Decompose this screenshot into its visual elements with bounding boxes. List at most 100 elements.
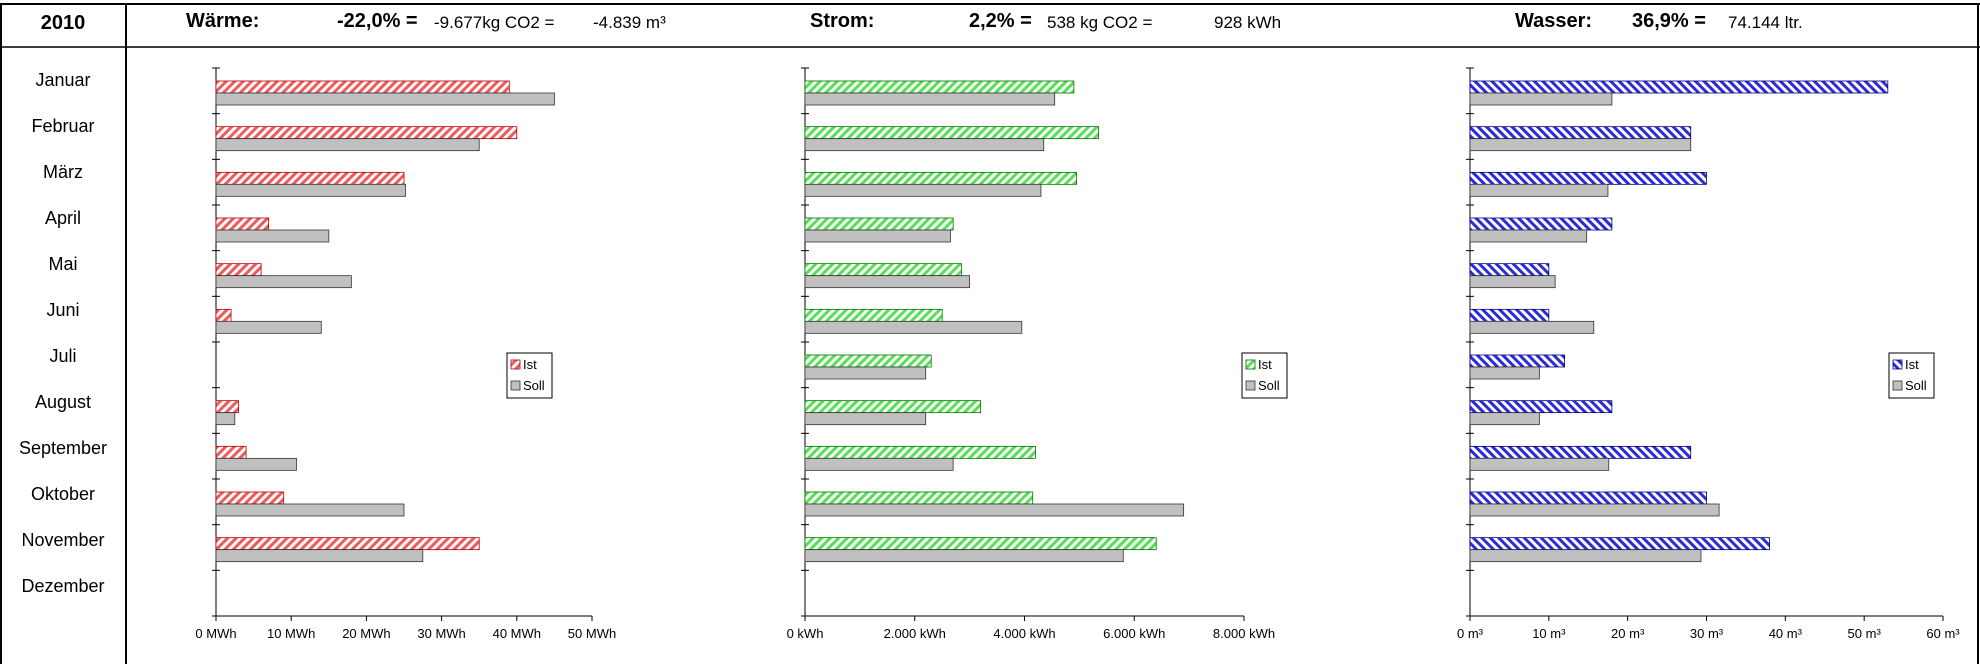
legend-swatch-soll — [510, 380, 521, 391]
bar-soll — [1469, 457, 1610, 471]
month-label: April — [44, 208, 81, 228]
strom-label: Strom: — [810, 10, 875, 32]
month-label: Mai — [48, 254, 78, 274]
bar-soll — [1469, 229, 1588, 243]
x-tick-label: 40 MWh — [493, 626, 541, 641]
strom-co2: 538 kg CO2 = — [1047, 13, 1153, 32]
bar-ist — [1469, 491, 1707, 505]
legend: Ist Soll — [506, 352, 553, 399]
bar-ist — [804, 537, 1157, 551]
x-tick-label: 20 m³ — [1611, 626, 1645, 641]
bar-soll — [804, 138, 1045, 152]
bar-soll — [215, 229, 330, 243]
legend-swatch-soll — [1892, 380, 1903, 391]
waerme-percent: -22,0% = — [337, 10, 418, 32]
chart-wasser: 0 m³ 10 m³ 20 m³ 30 m³ 40 m³ 50 m³ 60 m³ Ist Sol… — [1457, 67, 1960, 641]
bar-ist — [215, 126, 518, 140]
strom-percent: 2,2% = — [969, 10, 1032, 32]
legend-label-ist: Ist — [1905, 357, 1919, 372]
bar-ist — [1469, 445, 1692, 459]
waerme-volume: -4.839 m³ — [593, 13, 666, 32]
x-tick-label: 50 m³ — [1848, 626, 1882, 641]
month-label: August — [34, 392, 92, 412]
legend: Ist Soll — [1888, 352, 1935, 399]
bar-soll — [215, 503, 405, 517]
bar-soll — [1469, 503, 1720, 517]
month-label: Februar — [31, 116, 95, 136]
bar-soll — [215, 138, 480, 152]
bar-ist — [215, 263, 262, 277]
bar-ist — [804, 263, 962, 277]
bar-soll — [215, 549, 424, 563]
bar-soll — [1469, 275, 1556, 289]
bar-ist — [1469, 537, 1770, 551]
bar-ist — [215, 80, 510, 94]
x-tick-label: 10 MWh — [267, 626, 315, 641]
chart-strom: 0 kWh 2.000 kWh 4.000 kWh 6.000 kWh 8.000 kW… — [787, 67, 1288, 641]
bar-soll — [1469, 92, 1613, 106]
summary-header: 2010 Wärme: -22,0% = -9.677kg CO2 = -4.8… — [0, 0, 1980, 48]
strom-energy: 928 kWh — [1214, 13, 1282, 32]
bar-ist — [804, 217, 954, 231]
month-label: November — [21, 530, 105, 550]
bar-soll — [1469, 183, 1609, 197]
bar-ist — [804, 354, 932, 368]
legend-label-soll: Soll — [1258, 378, 1280, 393]
bar-soll — [215, 92, 555, 106]
bar-soll — [215, 275, 352, 289]
bar-soll — [1469, 412, 1540, 426]
month-label: Juni — [46, 300, 80, 320]
legend-swatch-soll — [1245, 380, 1256, 391]
bar-ist — [804, 491, 1034, 505]
bar-soll — [215, 320, 322, 334]
bar-soll — [804, 457, 954, 471]
bar-ist — [1469, 126, 1692, 140]
x-tick-label: 2.000 kWh — [884, 626, 946, 641]
x-tick-label: 8.000 kWh — [1213, 626, 1275, 641]
bar-soll — [215, 183, 406, 197]
bar-ist — [804, 308, 943, 322]
bar-ist — [1469, 217, 1613, 231]
bar-ist — [804, 171, 1078, 185]
x-tick-label: 30 MWh — [417, 626, 465, 641]
bar-soll — [804, 412, 927, 426]
bar-ist — [215, 445, 247, 459]
x-tick-label: 20 MWh — [342, 626, 390, 641]
bar-ist — [215, 400, 239, 414]
bar-soll — [804, 366, 927, 380]
month-label: März — [43, 162, 83, 182]
bar-soll — [804, 503, 1185, 517]
x-tick-label: 60 m³ — [1926, 626, 1960, 641]
month-label: September — [18, 438, 108, 458]
waerme-co2: -9.677kg CO2 = — [434, 13, 555, 32]
bar-ist — [1469, 263, 1550, 277]
bar-ist — [215, 308, 232, 322]
x-tick-label: 4.000 kWh — [993, 626, 1055, 641]
x-tick-label: 0 MWh — [195, 626, 236, 641]
bar-soll — [1469, 320, 1595, 334]
x-tick-label: 0 m³ — [1457, 626, 1484, 641]
bar-ist — [1469, 308, 1550, 322]
bar-ist — [1469, 171, 1707, 185]
legend-label-ist: Ist — [523, 357, 537, 372]
month-label: Oktober — [30, 484, 96, 504]
x-tick-label: 0 kWh — [787, 626, 824, 641]
x-tick-label: 50 MWh — [568, 626, 616, 641]
bar-soll — [804, 549, 1124, 563]
legend: Ist Soll — [1241, 352, 1288, 399]
bar-soll — [215, 457, 297, 471]
bar-soll — [1469, 366, 1540, 380]
bar-ist — [804, 400, 982, 414]
bar-ist — [804, 80, 1075, 94]
bar-soll — [804, 92, 1056, 106]
bar-soll — [804, 275, 971, 289]
legend-swatch-ist — [1245, 359, 1256, 370]
bar-soll — [804, 183, 1042, 197]
bar-ist — [1469, 80, 1889, 94]
bar-ist — [1469, 400, 1613, 414]
x-tick-label: 40 m³ — [1769, 626, 1803, 641]
bar-ist — [215, 491, 285, 505]
wasser-volume: 74.144 ltr. — [1728, 13, 1803, 32]
month-label: Juli — [49, 346, 77, 366]
wasser-percent: 36,9% = — [1632, 10, 1706, 32]
